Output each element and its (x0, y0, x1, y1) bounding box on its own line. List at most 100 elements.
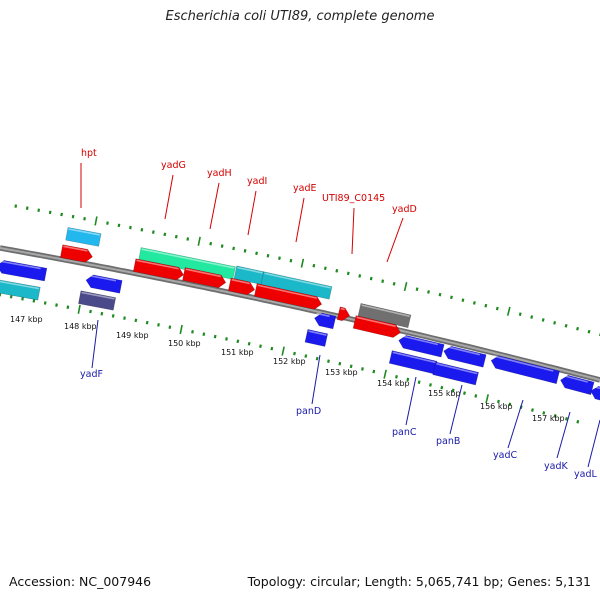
accession-label: Accession: NC_007946 (9, 574, 152, 589)
minor-tick (255, 251, 258, 256)
minor-tick (474, 394, 478, 398)
major-tick (485, 394, 489, 404)
minor-tick (451, 388, 455, 393)
gene-yadF-shine (81, 291, 115, 300)
gene-hpt-upper-shine (68, 228, 100, 236)
leader-yadF (91, 319, 99, 369)
minor-tick (335, 268, 339, 273)
gene-yadC (490, 355, 560, 385)
leader-panD (311, 354, 321, 405)
gene-yadE-shine (257, 284, 317, 299)
label-leader-lines (80, 163, 600, 468)
leader-yadI (247, 190, 257, 236)
leader-yadC (507, 399, 524, 449)
minor-tick (232, 246, 236, 251)
gene-rev-left-shine (0, 260, 41, 270)
minor-tick (236, 339, 240, 344)
gene-yadD-shine (356, 316, 396, 328)
gene-cyan-left-shine (0, 280, 40, 290)
minor-tick (129, 225, 132, 230)
reverse-tick-track (0, 293, 580, 424)
minor-tick (361, 367, 364, 371)
minor-tick (117, 223, 121, 228)
minor-tick (381, 279, 385, 284)
gene-yadE (253, 283, 323, 310)
gene-rev-hpt-shape (85, 274, 123, 294)
gene-yadE-upper-shape (260, 271, 333, 300)
kbp-label: 147 kbp (10, 315, 43, 324)
major-tick (506, 306, 511, 316)
minor-tick (484, 303, 488, 308)
gene-yadH-shape (182, 267, 227, 289)
minor-tick (83, 216, 86, 221)
minor-tick (134, 318, 138, 323)
gene-panC-upper (398, 334, 445, 358)
gene-yadL (590, 385, 600, 401)
minor-tick (14, 204, 18, 208)
minor-tick (157, 323, 160, 327)
minor-tick (372, 369, 376, 374)
major-tick (77, 304, 81, 314)
minor-tick (43, 301, 47, 305)
minor-tick (497, 399, 500, 404)
gene-panD-shine (308, 330, 327, 336)
minor-tick (151, 230, 155, 234)
forward-tick-track (14, 204, 600, 337)
minor-tick (89, 309, 92, 314)
gene-hpt-shape (59, 244, 93, 263)
kbp-label: 155 kbp (428, 389, 461, 398)
gene-yadI (227, 277, 256, 296)
gene-yadE-upper (260, 271, 333, 300)
gene-yadG (132, 258, 185, 281)
minor-tick (111, 314, 115, 318)
minor-tick (266, 253, 270, 258)
kbp-label: 149 kbp (116, 331, 149, 340)
minor-tick (553, 414, 557, 418)
gene-hpt-upper-shape (65, 227, 102, 247)
gene-rev-left-shape (0, 260, 48, 282)
gene-yadF (78, 290, 117, 311)
gene-yadL-shape (590, 385, 600, 401)
gene-panD (304, 329, 329, 347)
reverse-gene-label: yadC (493, 450, 517, 461)
reverse-gene-label: panD (296, 406, 321, 417)
minor-tick (427, 290, 430, 294)
gene-yadK (560, 374, 595, 396)
minor-tick (531, 408, 534, 412)
minor-tick (213, 334, 217, 339)
kbp-label: 151 kbp (221, 348, 254, 357)
gene-yadG-shape (132, 258, 185, 281)
leader-panC (405, 376, 417, 426)
gene-hpt-shine (63, 245, 88, 252)
labels: 147 kbp 148 kbp 149 kbp 150 kbp 151 kbp 152 k… (10, 148, 597, 480)
minor-tick (553, 321, 557, 325)
minor-tick (587, 329, 591, 334)
genome-title: Escherichia coli UTI89, complete genome (165, 9, 435, 24)
reverse-gene-label: yadL (574, 469, 597, 480)
gene-yadG-upper-shine (141, 248, 235, 269)
minor-tick (323, 266, 327, 271)
leader-yadK (556, 411, 571, 459)
minor-tick (186, 237, 190, 241)
minor-tick (220, 244, 224, 248)
gene-panB-upper-shape (443, 345, 487, 368)
minor-tick (438, 292, 442, 297)
gene-yadC-shape (490, 355, 560, 385)
leader-yadE (295, 197, 305, 243)
minor-tick (508, 402, 512, 407)
minor-tick (440, 385, 444, 390)
gene-yadH-upper (233, 265, 265, 285)
minor-tick (243, 249, 247, 253)
minor-tick (392, 282, 396, 286)
gene-hpt-upper (65, 227, 102, 247)
gene-panB-shine (436, 362, 478, 375)
major-tick (403, 281, 408, 292)
minor-tick (461, 298, 465, 302)
leader-yadD (386, 217, 404, 263)
minor-tick (395, 375, 398, 379)
minor-tick (21, 297, 24, 301)
gene-yadK-shape (560, 374, 595, 396)
minor-tick (530, 315, 534, 319)
forward-gene-label: yadH (207, 168, 232, 179)
gene-yadL-shine (592, 385, 600, 390)
